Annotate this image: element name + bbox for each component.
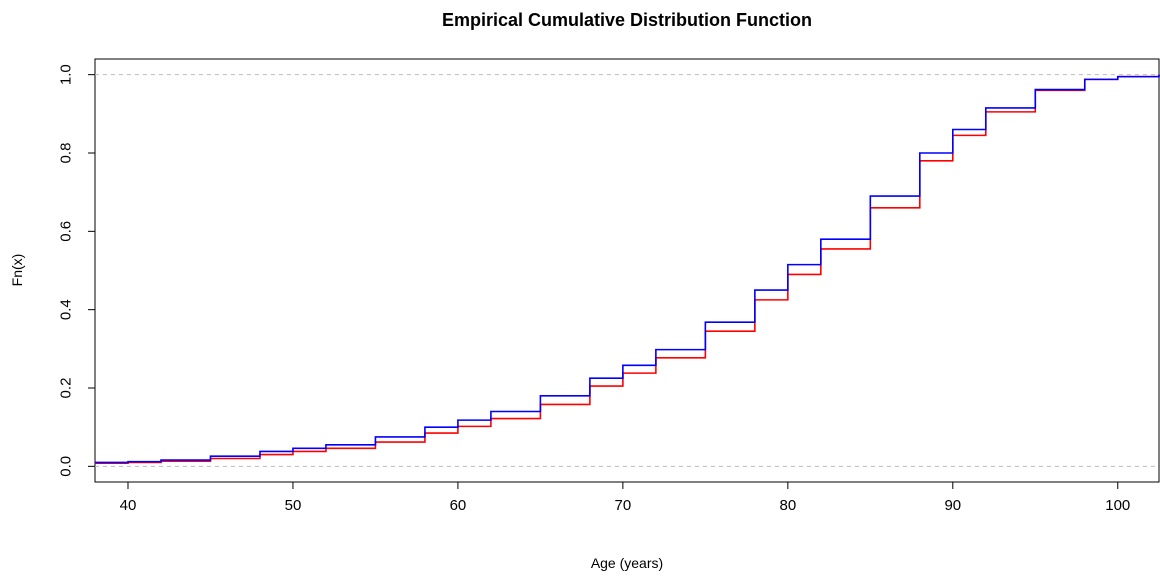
- y-axis-label: Fn(x): [9, 254, 25, 287]
- y-tick-label-4: 0.8: [58, 143, 75, 164]
- y-tick-label-3: 0.6: [58, 221, 75, 242]
- x-tick-label-1: 50: [285, 497, 302, 514]
- reference-lines: [95, 74, 1159, 467]
- x-tick-label-5: 90: [944, 497, 961, 514]
- y-axis: 0.0 0.2 0.4 0.6 0.8 1.0: [58, 64, 95, 477]
- x-tick-label-3: 70: [615, 497, 632, 514]
- chart-title: Empirical Cumulative Distribution Functi…: [442, 10, 812, 30]
- x-axis: 40 50 60 70 80 90 100: [120, 482, 1130, 514]
- plot-frame: [94, 58, 1160, 483]
- x-axis-label: Age (years): [591, 555, 663, 571]
- x-tick-label-6: 100: [1105, 497, 1130, 514]
- series-line-0: [95, 74, 1160, 464]
- y-tick-label-2: 0.4: [58, 299, 75, 320]
- series-layer: [95, 74, 1160, 464]
- x-tick-label-4: 80: [779, 497, 796, 514]
- x-tick-label-0: 40: [120, 497, 137, 514]
- y-tick-label-0: 0.0: [58, 456, 75, 477]
- y-tick-label-5: 1.0: [58, 64, 75, 85]
- y-tick-label-1: 0.2: [58, 378, 75, 399]
- x-tick-label-2: 60: [450, 497, 467, 514]
- series-line-1: [95, 74, 1160, 464]
